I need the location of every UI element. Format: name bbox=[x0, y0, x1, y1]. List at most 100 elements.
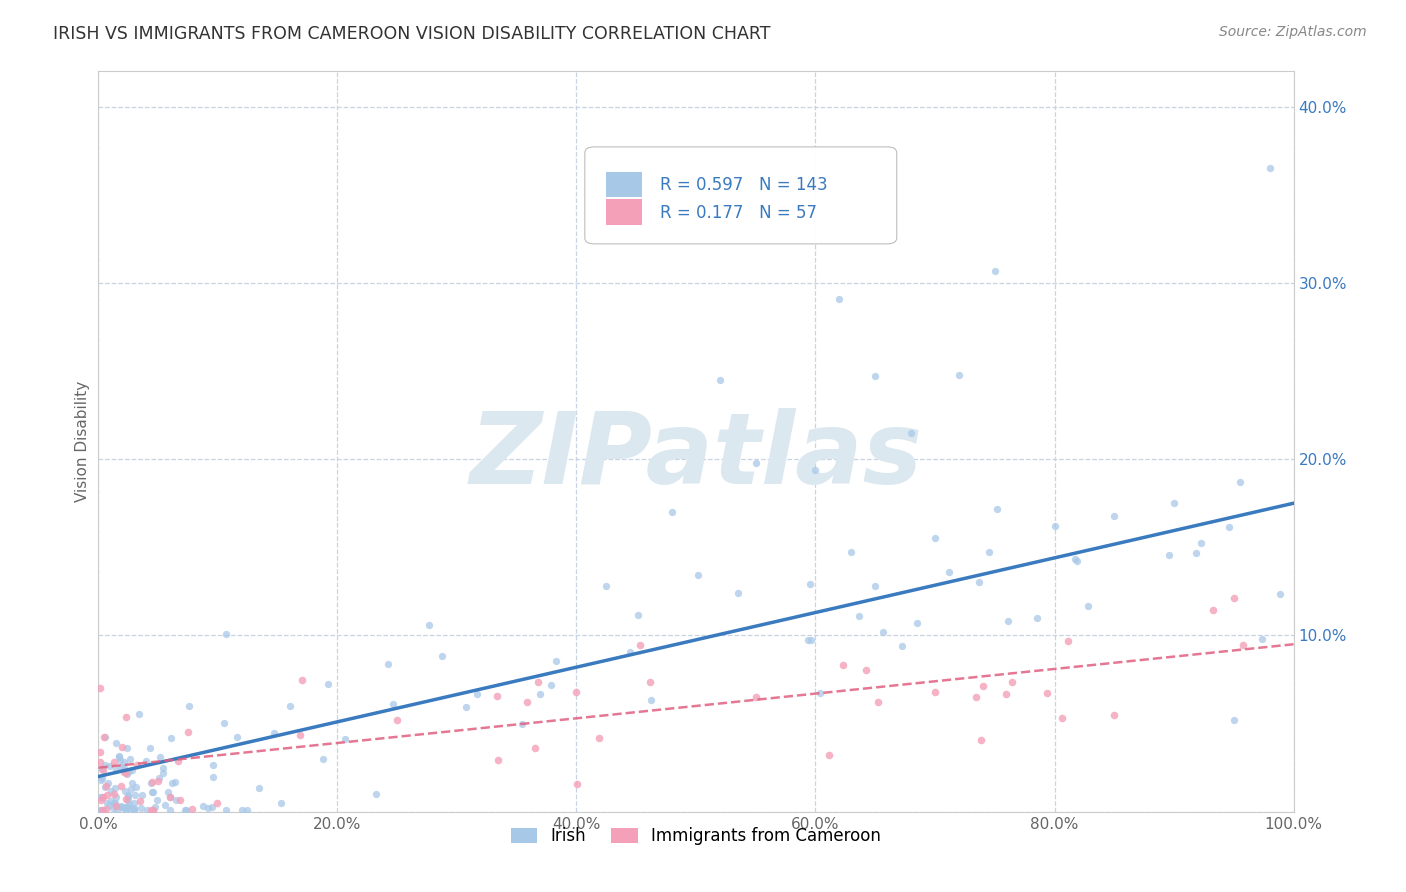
Point bbox=[970, 732, 993, 747]
Point bbox=[565, 776, 588, 790]
Point bbox=[125, 780, 148, 794]
Point bbox=[142, 803, 165, 817]
Point bbox=[112, 801, 135, 815]
Point bbox=[800, 632, 823, 647]
Point bbox=[117, 801, 139, 815]
Point bbox=[855, 663, 877, 677]
Point bbox=[709, 373, 731, 387]
Point bbox=[418, 617, 440, 632]
Point bbox=[98, 797, 121, 812]
Point bbox=[263, 725, 285, 739]
Point bbox=[94, 730, 117, 744]
Point bbox=[122, 796, 145, 810]
Point bbox=[103, 755, 125, 769]
Point bbox=[197, 801, 219, 815]
Legend: Irish, Immigrants from Cameroon: Irish, Immigrants from Cameroon bbox=[505, 820, 887, 852]
Point bbox=[105, 803, 128, 817]
Point bbox=[94, 779, 117, 793]
Point bbox=[891, 639, 914, 653]
Point bbox=[626, 608, 648, 623]
Point bbox=[148, 771, 170, 785]
Point bbox=[91, 803, 114, 817]
Point bbox=[465, 687, 488, 701]
Point bbox=[122, 803, 145, 817]
Point bbox=[640, 692, 662, 706]
Point bbox=[430, 649, 453, 664]
Point bbox=[117, 793, 139, 807]
Point bbox=[91, 803, 114, 817]
Point bbox=[1066, 553, 1088, 567]
Point bbox=[865, 369, 887, 384]
Point bbox=[89, 755, 111, 769]
Point bbox=[115, 767, 138, 781]
Point bbox=[1258, 161, 1281, 176]
Point bbox=[969, 574, 991, 589]
Point bbox=[486, 689, 509, 703]
Point bbox=[105, 798, 128, 813]
Point bbox=[1229, 475, 1251, 489]
Point bbox=[94, 757, 117, 772]
Point bbox=[1104, 707, 1126, 722]
Point bbox=[152, 761, 174, 775]
Text: Source: ZipAtlas.com: Source: ZipAtlas.com bbox=[1219, 25, 1367, 39]
Point bbox=[745, 456, 768, 470]
Point bbox=[619, 645, 641, 659]
Point bbox=[89, 745, 111, 759]
Point bbox=[177, 725, 200, 739]
Point bbox=[278, 698, 301, 713]
Point bbox=[131, 789, 153, 803]
Point bbox=[114, 783, 136, 797]
Point bbox=[167, 754, 190, 768]
Point bbox=[96, 789, 118, 803]
Point bbox=[110, 798, 132, 813]
Point bbox=[108, 749, 131, 764]
Point bbox=[226, 730, 249, 744]
Point bbox=[1222, 591, 1244, 606]
Point bbox=[110, 739, 132, 754]
Point bbox=[181, 802, 204, 816]
Point bbox=[831, 657, 853, 672]
Point bbox=[202, 758, 225, 772]
Point bbox=[808, 686, 831, 700]
Point bbox=[1157, 548, 1180, 562]
Point bbox=[828, 292, 851, 306]
Point bbox=[107, 750, 129, 764]
Point bbox=[1001, 675, 1024, 690]
Point bbox=[1232, 638, 1254, 652]
Point bbox=[128, 706, 150, 721]
Point bbox=[595, 579, 617, 593]
Point bbox=[152, 765, 174, 780]
Point bbox=[333, 731, 356, 746]
Point bbox=[290, 728, 312, 742]
Point bbox=[804, 463, 827, 477]
Text: ZIPatlas: ZIPatlas bbox=[470, 408, 922, 505]
Point bbox=[1189, 536, 1212, 550]
Point bbox=[385, 713, 409, 727]
Point bbox=[115, 710, 138, 724]
Point bbox=[688, 567, 710, 582]
Point bbox=[529, 687, 551, 701]
Point bbox=[965, 690, 987, 704]
Point bbox=[117, 800, 139, 814]
Point bbox=[141, 776, 163, 790]
Point bbox=[900, 425, 922, 440]
Point bbox=[799, 576, 821, 591]
Point bbox=[117, 789, 139, 804]
Point bbox=[212, 715, 235, 730]
Point bbox=[146, 793, 169, 807]
Point bbox=[121, 763, 143, 777]
Point bbox=[94, 802, 117, 816]
Point bbox=[872, 625, 894, 640]
Point bbox=[110, 799, 132, 814]
Text: R = 0.597   N = 143: R = 0.597 N = 143 bbox=[661, 177, 828, 194]
Point bbox=[865, 579, 887, 593]
Y-axis label: Vision Disability: Vision Disability bbox=[75, 381, 90, 502]
Point bbox=[540, 678, 562, 692]
Point bbox=[90, 793, 112, 807]
Point bbox=[1202, 603, 1225, 617]
Point bbox=[1056, 633, 1078, 648]
Point bbox=[100, 784, 122, 798]
Point bbox=[997, 614, 1019, 628]
Point bbox=[174, 803, 197, 817]
Text: R = 0.177   N = 57: R = 0.177 N = 57 bbox=[661, 203, 817, 222]
